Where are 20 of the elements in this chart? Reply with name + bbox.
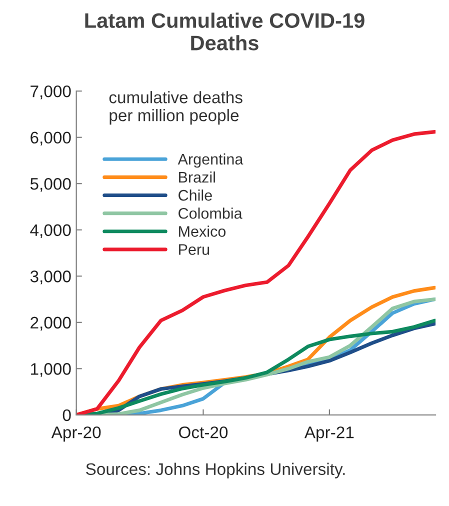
legend-label: Brazil xyxy=(179,171,215,183)
y-tick-label: 7,000 xyxy=(30,85,71,100)
y-tick-label: 1,000 xyxy=(31,363,71,377)
legend-label: Peru xyxy=(179,244,210,255)
x-tick-label: Apr-21 xyxy=(304,426,354,442)
chart-title: Latam Cumulative COVID-19 Deaths xyxy=(85,12,364,50)
y-tick-label: 0 xyxy=(62,409,71,422)
legend-label: Chile xyxy=(178,190,212,201)
y-tick-label: 3,000 xyxy=(30,270,71,284)
y-tick-label: 6,000 xyxy=(30,132,71,146)
x-tick-label: Apr-20 xyxy=(51,426,101,442)
legend-label: Mexico xyxy=(179,226,226,237)
y-tick-label: 2,000 xyxy=(30,316,71,331)
y-tick-label: 4,000 xyxy=(30,224,71,238)
legend-label: Colombia xyxy=(178,208,242,219)
source-note: Sources: Johns Hopkins University. xyxy=(86,462,345,478)
x-tick-label: Oct-20 xyxy=(179,426,228,438)
legend-label: Argentina xyxy=(178,153,244,168)
y-axis-title: cumulative deaths per million people xyxy=(109,91,242,125)
y-tick-label: 5,000 xyxy=(30,178,71,192)
